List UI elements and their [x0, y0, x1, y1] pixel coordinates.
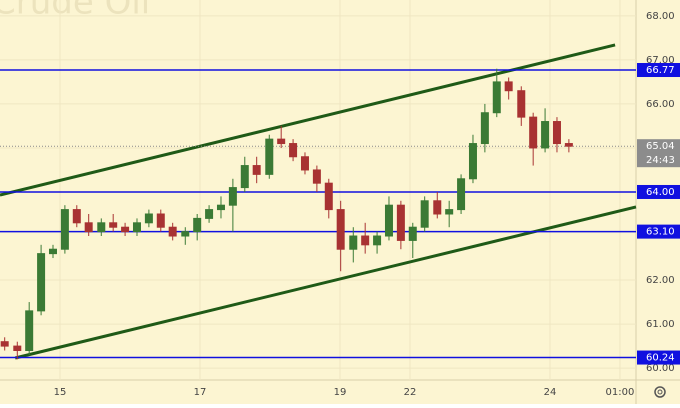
candle-body: [109, 222, 118, 228]
watermark: Crude Oil: [0, 0, 150, 23]
candle-body: [457, 178, 466, 211]
candle-body: [552, 121, 561, 145]
level-label-box: [637, 224, 680, 239]
candle-body: [289, 143, 298, 158]
x-tick-label: 24: [544, 387, 557, 398]
candle-body: [156, 213, 165, 228]
candle-body: [396, 204, 405, 241]
candle-body: [324, 182, 333, 211]
candle-body: [0, 341, 9, 347]
x-tick-label: 19: [334, 387, 347, 398]
candle-body: [193, 217, 202, 233]
level-label: 63.10: [646, 227, 675, 238]
candle-body: [240, 165, 249, 189]
candle-body: [60, 209, 69, 250]
candle-body: [265, 138, 274, 175]
candle-body: [541, 121, 550, 149]
candle-body: [228, 187, 237, 206]
candle-body: [504, 81, 513, 92]
candle-body: [349, 235, 358, 250]
candle-body: [216, 204, 225, 211]
candle-body: [144, 213, 153, 224]
y-tick-label: 66.00: [646, 99, 675, 110]
candle-body: [132, 222, 141, 233]
candle-body: [517, 90, 526, 118]
candle-body: [168, 226, 177, 237]
candle-body: [529, 116, 538, 149]
candle-body: [72, 209, 81, 224]
candle-body: [564, 143, 573, 147]
candle-body: [373, 235, 382, 246]
candle-body: [277, 138, 286, 145]
candle-body: [121, 226, 130, 233]
last-price-label: 65.04: [646, 141, 675, 152]
settings-icon[interactable]: [654, 386, 666, 398]
candle-body: [384, 204, 393, 237]
candle-body: [37, 253, 46, 312]
candle-body: [312, 169, 321, 184]
y-tick-label: 67.00: [646, 55, 675, 66]
candle-body: [408, 226, 417, 241]
candle-body: [181, 231, 190, 237]
candle-body: [433, 200, 442, 215]
candle-body: [205, 209, 214, 219]
x-tick-label: 15: [54, 387, 67, 398]
candle-body: [13, 345, 22, 351]
level-label: 64.00: [646, 187, 675, 198]
level-label-box: [637, 350, 680, 365]
level-label: 60.24: [646, 353, 675, 364]
candle-body: [420, 200, 429, 228]
candle-body: [480, 112, 489, 145]
y-tick-label: 60.00: [646, 363, 675, 374]
y-tick-label: 61.00: [646, 319, 675, 330]
y-tick-label: 68.00: [646, 11, 675, 22]
x-tick-label: 01:00: [606, 387, 635, 398]
candle-body: [25, 310, 34, 351]
x-tick-label: 17: [194, 387, 207, 398]
countdown-label: 24:43: [646, 155, 675, 166]
candle-body: [97, 222, 106, 233]
x-tick-label: 22: [404, 387, 417, 398]
level-label: 66.77: [646, 65, 675, 76]
candle-body: [336, 209, 345, 250]
candle-body: [300, 156, 309, 171]
candle-body: [48, 248, 57, 255]
candle-body: [468, 143, 477, 180]
level-label-box: [637, 63, 680, 78]
candle-body: [252, 165, 261, 175]
candle-body: [445, 209, 454, 215]
candle-body: [361, 235, 370, 246]
candle-body: [84, 222, 93, 233]
level-label-box: [637, 184, 680, 199]
last-price-box: [637, 139, 680, 168]
y-tick-label: 62.00: [646, 275, 675, 286]
candle-body: [492, 81, 501, 114]
